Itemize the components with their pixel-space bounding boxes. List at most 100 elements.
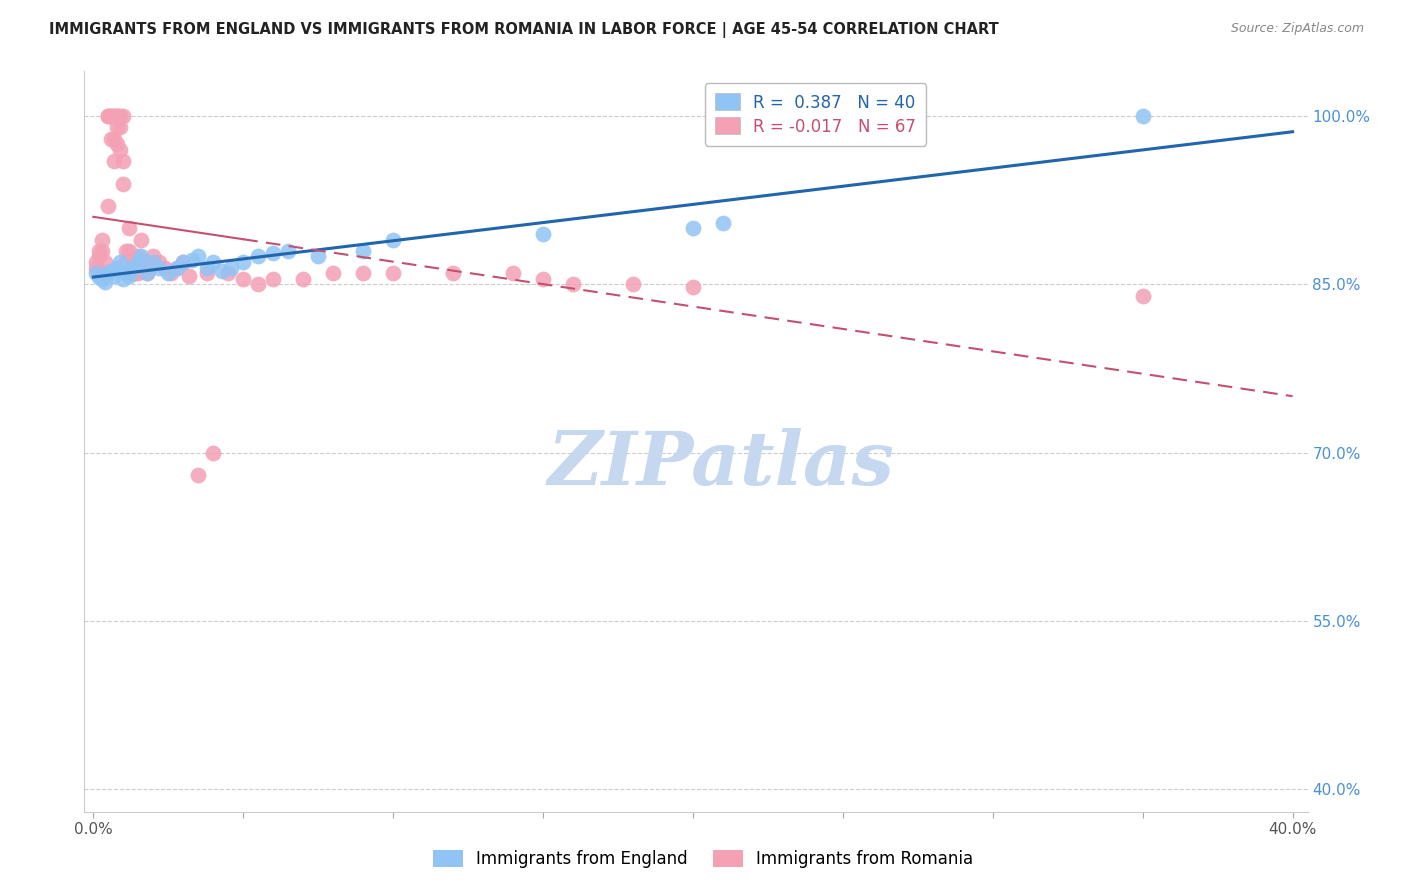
Point [91, 244, 114, 258]
Point [112, 154, 135, 169]
Point [307, 250, 329, 264]
Point [127, 266, 149, 280]
Point [121, 255, 143, 269]
Point [531, 272, 554, 286]
Point [118, 268, 141, 283]
Point [382, 266, 405, 280]
Point [127, 255, 149, 269]
Point [711, 216, 734, 230]
Point [148, 260, 170, 275]
Point [195, 266, 218, 280]
Point [103, 131, 125, 145]
Point [103, 154, 125, 169]
Point [94, 255, 117, 269]
Point [202, 255, 225, 269]
Point [91, 233, 114, 247]
Point [219, 260, 242, 275]
Point [105, 120, 128, 135]
Point [232, 255, 254, 269]
Point [110, 255, 132, 269]
Point [562, 277, 585, 292]
Point [105, 260, 128, 275]
Point [382, 233, 405, 247]
Point [124, 266, 146, 280]
Point [86, 255, 108, 269]
Point [118, 221, 141, 235]
Point [1132, 289, 1154, 303]
Point [112, 272, 135, 286]
Point [277, 244, 299, 258]
Point [142, 250, 165, 264]
Point [352, 266, 374, 280]
Point [1132, 109, 1154, 123]
Point [91, 272, 114, 286]
Legend: Immigrants from England, Immigrants from Romania: Immigrants from England, Immigrants from… [426, 843, 980, 875]
Point [142, 255, 165, 269]
Point [155, 260, 177, 275]
Point [202, 446, 225, 460]
Point [121, 260, 143, 275]
Point [136, 266, 159, 280]
Point [103, 109, 125, 123]
Point [217, 266, 239, 280]
Point [94, 275, 117, 289]
Point [100, 109, 122, 123]
Point [166, 260, 188, 275]
Point [110, 143, 132, 157]
Point [682, 279, 704, 293]
Point [232, 272, 254, 286]
Point [195, 260, 218, 275]
Point [89, 250, 111, 264]
Point [105, 109, 128, 123]
Point [352, 244, 374, 258]
Point [105, 137, 128, 152]
Point [100, 131, 122, 145]
Legend: R =  0.387   N = 40, R = -0.017   N = 67: R = 0.387 N = 40, R = -0.017 N = 67 [704, 83, 927, 145]
Point [124, 255, 146, 269]
Point [89, 269, 111, 284]
Point [118, 244, 141, 258]
Point [160, 266, 183, 280]
Text: IMMIGRANTS FROM ENGLAND VS IMMIGRANTS FROM ROMANIA IN LABOR FORCE | AGE 45-54 CO: IMMIGRANTS FROM ENGLAND VS IMMIGRANTS FR… [49, 22, 998, 38]
Point [110, 120, 132, 135]
Text: Source: ZipAtlas.com: Source: ZipAtlas.com [1230, 22, 1364, 36]
Point [115, 266, 138, 280]
Text: ZIPatlas: ZIPatlas [547, 427, 894, 500]
Point [97, 109, 120, 123]
Point [187, 468, 209, 483]
Point [166, 260, 188, 275]
Point [110, 109, 132, 123]
Point [211, 264, 233, 278]
Point [121, 266, 143, 280]
Point [115, 255, 138, 269]
Point [112, 109, 135, 123]
Point [262, 246, 284, 260]
Point [621, 277, 644, 292]
Point [103, 268, 125, 283]
Point [86, 266, 108, 280]
Point [179, 268, 201, 283]
Point [131, 250, 153, 264]
Point [97, 266, 120, 280]
Point [531, 227, 554, 241]
Point [181, 252, 204, 267]
Point [115, 244, 138, 258]
Point [139, 260, 162, 275]
Point [148, 255, 170, 269]
Point [89, 244, 111, 258]
Point [247, 277, 270, 292]
Point [94, 266, 117, 280]
Point [247, 250, 270, 264]
Point [187, 250, 209, 264]
Point [97, 199, 120, 213]
Point [131, 233, 153, 247]
Point [103, 109, 125, 123]
Point [172, 255, 194, 269]
Point [105, 109, 128, 123]
Point [112, 177, 135, 191]
Point [172, 255, 194, 269]
Point [292, 272, 315, 286]
Point [441, 266, 464, 280]
Point [157, 266, 180, 280]
Point [127, 250, 149, 264]
